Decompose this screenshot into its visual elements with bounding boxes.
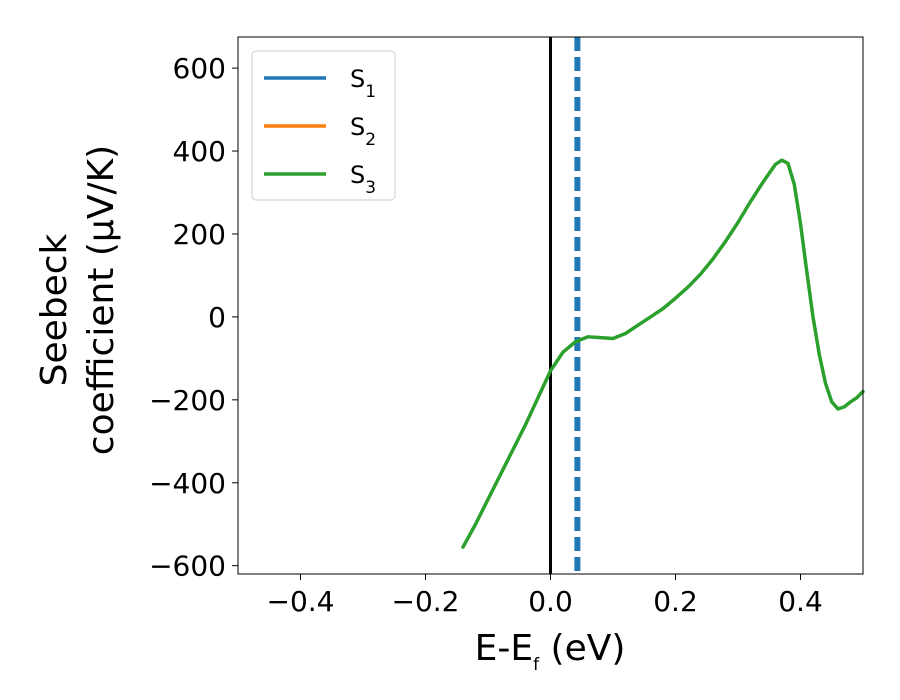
- y-tick-label: 0: [208, 301, 226, 334]
- x-axis-title-main: E-E: [475, 628, 533, 669]
- y-axis-title: Seebeck coefficient (μV/K): [34, 145, 122, 455]
- x-tick-label: 0.0: [528, 585, 573, 618]
- y-tick-label: 400: [173, 135, 226, 168]
- x-tick-label: 0.4: [778, 585, 823, 618]
- y-tick-label: 200: [173, 218, 226, 251]
- series-line-s3: [461, 158, 865, 549]
- x-tick-label: −0.4: [267, 585, 335, 618]
- x-axis-title-sub: f: [533, 655, 540, 675]
- x-tick-label: 0.2: [653, 585, 698, 618]
- y-axis-title-line2: coefficient (μV/K): [81, 145, 122, 455]
- legend: S1 S2 S3: [251, 50, 396, 201]
- y-tick-label: −200: [149, 384, 226, 417]
- x-axis: −0.4 −0.2 0.0 0.2 0.4: [267, 574, 823, 618]
- x-axis-title-unit: (eV): [539, 628, 625, 669]
- legend-label-s2: S2: [350, 113, 376, 150]
- legend-entries: S1 S2 S3: [264, 65, 376, 198]
- y-tick-label: 600: [173, 52, 226, 85]
- x-tick-label: −0.2: [392, 585, 460, 618]
- legend-label-s3: S3: [350, 161, 376, 198]
- lines-layer: [461, 37, 865, 574]
- y-tick-label: −600: [149, 550, 226, 583]
- legend-label-s1: S1: [350, 65, 376, 102]
- x-axis-title: E-Ef (eV): [475, 628, 626, 675]
- y-axis-title-line1: Seebeck: [34, 233, 75, 386]
- y-axis: −600 −400 −200 0 200 400 600: [149, 52, 238, 583]
- y-tick-label: −400: [149, 467, 226, 500]
